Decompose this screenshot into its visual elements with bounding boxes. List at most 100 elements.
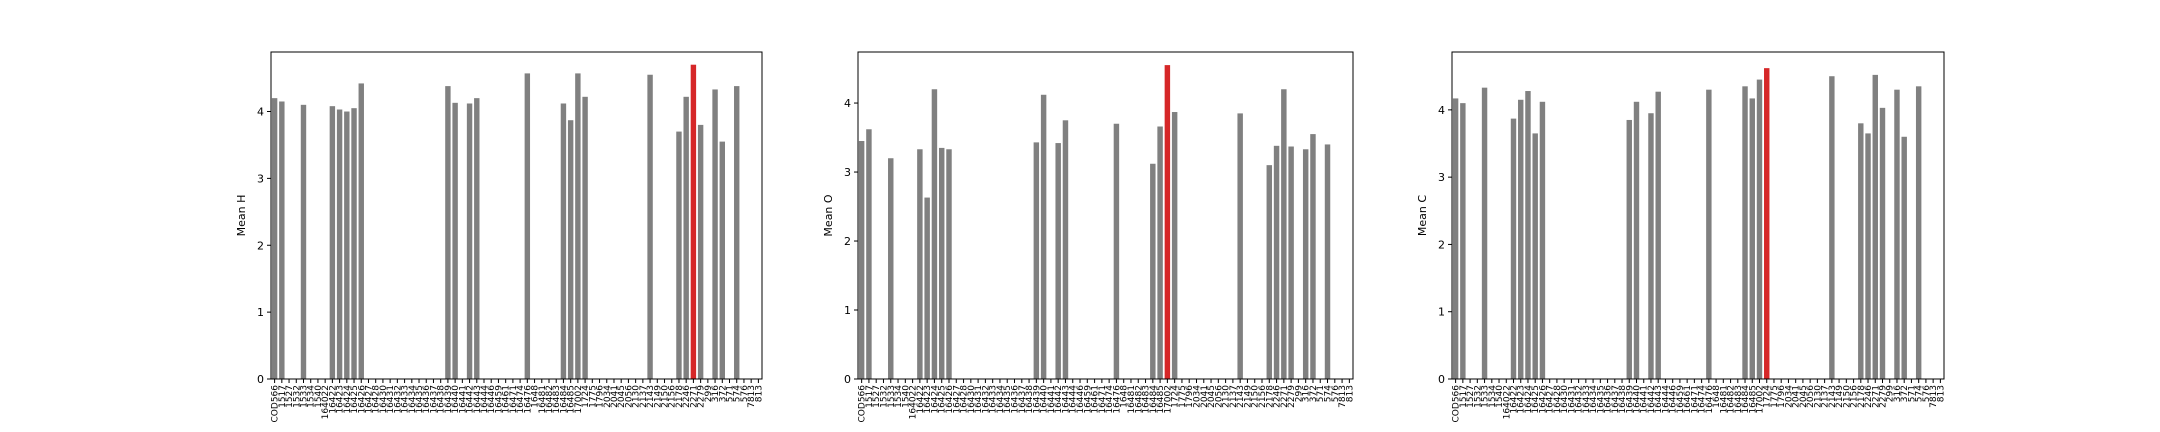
x-tick-label: COD566 xyxy=(1452,385,1462,423)
x-tick-label: 1796 xyxy=(596,385,606,408)
x-tick-label: 16443 xyxy=(1061,385,1071,414)
x-tick-label: 16441 xyxy=(1047,385,1057,414)
x-tick-label: 574 xyxy=(1324,385,1334,402)
x-tick-label: 16434 xyxy=(996,385,1006,414)
x-tick-label: 16433 xyxy=(1582,385,1592,414)
x-tick-label: 813 xyxy=(1936,385,1946,402)
x-tick-label: 1534 xyxy=(1488,385,1498,408)
x-tick-label: 16481 xyxy=(538,385,548,414)
x-tick-label: 16444 xyxy=(480,385,490,414)
x-tick-label: 1724 xyxy=(1171,385,1181,408)
x-tick-label: COD566 xyxy=(858,385,868,423)
x-tick-label: 16436 xyxy=(422,385,432,414)
x-tick-label: 16459 xyxy=(1083,385,1093,414)
x-tick-label: 16424 xyxy=(930,385,940,414)
x-tick-label: 17002 xyxy=(574,385,584,414)
bar xyxy=(1033,142,1040,379)
x-tick-label: 2130 xyxy=(1222,385,1232,408)
bar xyxy=(1706,89,1712,379)
x-tick-label: 1527 xyxy=(872,385,882,408)
x-tick-label: 16437 xyxy=(1018,385,1028,414)
x-tick-label: 576 xyxy=(1331,385,1341,402)
x-tick-label: 2056 xyxy=(624,385,634,408)
x-tick-label: 16434 xyxy=(1589,385,1599,414)
x-tick-label: 7813 xyxy=(1929,385,1939,408)
x-tick-label: 2034 xyxy=(603,385,613,408)
x-tick-label: 299 xyxy=(1886,385,1896,402)
x-tick-label: 1796 xyxy=(1185,385,1195,408)
bar xyxy=(300,104,307,380)
x-tick-label: 1532 xyxy=(1473,385,1483,408)
bar xyxy=(1879,107,1886,380)
x-tick-label: 16427 xyxy=(1546,385,1556,414)
x-tick-label: 16444 xyxy=(1069,385,1079,414)
x-tick-label: 1517 xyxy=(865,385,875,408)
x-tick-label: 16435 xyxy=(1003,385,1013,414)
x-tick-label: 16474 xyxy=(1698,385,1708,414)
bar xyxy=(336,109,343,379)
x-tick-label: 16436 xyxy=(1011,385,1021,414)
x-tick-label: 2137 xyxy=(1229,385,1239,408)
bar xyxy=(712,89,718,380)
x-tick-label: 2034 xyxy=(1784,385,1794,408)
x-tick-label: 16440 xyxy=(1633,385,1643,414)
bar xyxy=(524,73,531,379)
bar xyxy=(1237,113,1243,379)
x-tick-label: 2056 xyxy=(1214,385,1224,408)
x-tick-label: 2041 xyxy=(1200,385,1210,408)
x-tick-label: 16425 xyxy=(350,385,360,414)
x-tick-label: COD566 xyxy=(271,385,281,423)
bar xyxy=(1302,149,1309,379)
x-tick-label: 16439 xyxy=(444,385,454,414)
bar xyxy=(1626,119,1632,379)
x-tick-label: 16425 xyxy=(1531,385,1541,414)
x-tick-label: 1517 xyxy=(1459,385,1469,408)
x-tick-label: 1540 xyxy=(1495,385,1505,408)
bar xyxy=(1460,103,1466,379)
x-tick-label: 16446 xyxy=(1076,385,1086,414)
x-tick-label: 16446 xyxy=(1669,385,1679,414)
y-axis-label: Mean O xyxy=(822,194,835,236)
axes-frame xyxy=(270,51,763,380)
x-tick-label: 16424 xyxy=(343,385,353,414)
x-tick-label: 16481 xyxy=(1127,385,1137,414)
bar xyxy=(575,73,581,379)
x-tick-label: 16436 xyxy=(1604,385,1614,414)
x-tick-label: 2045 xyxy=(617,385,627,408)
bar xyxy=(1894,89,1900,379)
bar xyxy=(1164,65,1171,379)
x-tick-label: 372 xyxy=(1309,385,1319,402)
x-tick-label: 16471 xyxy=(509,385,519,414)
x-tick-label: 571 xyxy=(1907,385,1917,402)
x-tick-label: 1648 xyxy=(531,385,541,408)
bar xyxy=(888,158,894,379)
x-tick-label: 16438 xyxy=(1025,385,1035,414)
x-tick-label: 576 xyxy=(740,385,750,402)
x-tick-label: 16441 xyxy=(458,385,468,414)
bar xyxy=(452,102,458,379)
x-tick-label: 16426 xyxy=(357,385,367,414)
bar xyxy=(351,108,357,379)
x-tick-label: 2041 xyxy=(610,385,620,408)
x-tick-label: 16439 xyxy=(1625,385,1635,414)
x-tick-label: 7813 xyxy=(1338,385,1348,408)
axes-frame xyxy=(1451,51,1945,380)
x-tick-label: 164022 xyxy=(1502,385,1512,419)
bar xyxy=(683,96,689,379)
bar xyxy=(858,140,865,379)
bar xyxy=(1481,87,1488,379)
bar xyxy=(1157,126,1163,379)
y-tick-label: 0 xyxy=(1438,373,1445,386)
bar xyxy=(938,147,945,379)
bar xyxy=(1518,99,1524,379)
bar xyxy=(1266,165,1273,379)
y-tick-label: 3 xyxy=(1438,171,1445,184)
x-tick-label: 1533 xyxy=(299,385,309,408)
x-tick-label: 16431 xyxy=(386,385,396,414)
x-tick-label: 16441 xyxy=(1640,385,1650,414)
bar xyxy=(1764,68,1770,380)
x-tick-label: 1533 xyxy=(1481,385,1491,408)
x-tick-label: 571 xyxy=(726,385,736,402)
x-tick-label: 16431 xyxy=(1567,385,1577,414)
